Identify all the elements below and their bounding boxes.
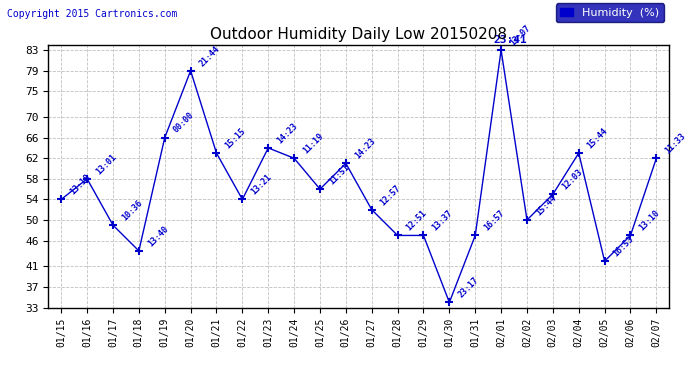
Text: 13:18: 13:18: [68, 172, 92, 196]
Text: 13:21: 13:21: [249, 172, 273, 196]
Text: 13:10: 13:10: [638, 209, 662, 232]
Text: 13:01: 13:01: [94, 152, 118, 176]
Text: 11:33: 11:33: [663, 131, 687, 156]
Text: 15:15: 15:15: [224, 126, 248, 150]
Text: 13:37: 13:37: [431, 209, 455, 232]
Text: 11:51: 11:51: [327, 162, 351, 186]
Text: 12:03: 12:03: [560, 168, 584, 192]
Text: 16:53: 16:53: [611, 234, 635, 258]
Text: 11:19: 11:19: [301, 131, 325, 156]
Text: 15:44: 15:44: [534, 193, 558, 217]
Text: 14:23: 14:23: [353, 136, 377, 160]
Text: 23:41: 23:41: [493, 35, 527, 45]
Text: Copyright 2015 Cartronics.com: Copyright 2015 Cartronics.com: [7, 9, 177, 20]
Text: 21:44: 21:44: [197, 44, 221, 68]
Text: 12:57: 12:57: [379, 183, 403, 207]
Legend: Humidity  (%): Humidity (%): [555, 3, 664, 22]
Title: Outdoor Humidity Daily Low 20150208: Outdoor Humidity Daily Low 20150208: [210, 27, 507, 42]
Text: 16:57: 16:57: [482, 209, 506, 232]
Text: 13:40: 13:40: [146, 224, 170, 248]
Text: 00:00: 00:00: [172, 111, 196, 135]
Text: 14:23: 14:23: [275, 121, 299, 145]
Text: 10:36: 10:36: [120, 198, 144, 222]
Text: 23:17: 23:17: [456, 276, 480, 300]
Text: 13:07: 13:07: [508, 23, 532, 47]
Text: 12:51: 12:51: [404, 209, 428, 232]
Text: 15:44: 15:44: [586, 126, 610, 150]
